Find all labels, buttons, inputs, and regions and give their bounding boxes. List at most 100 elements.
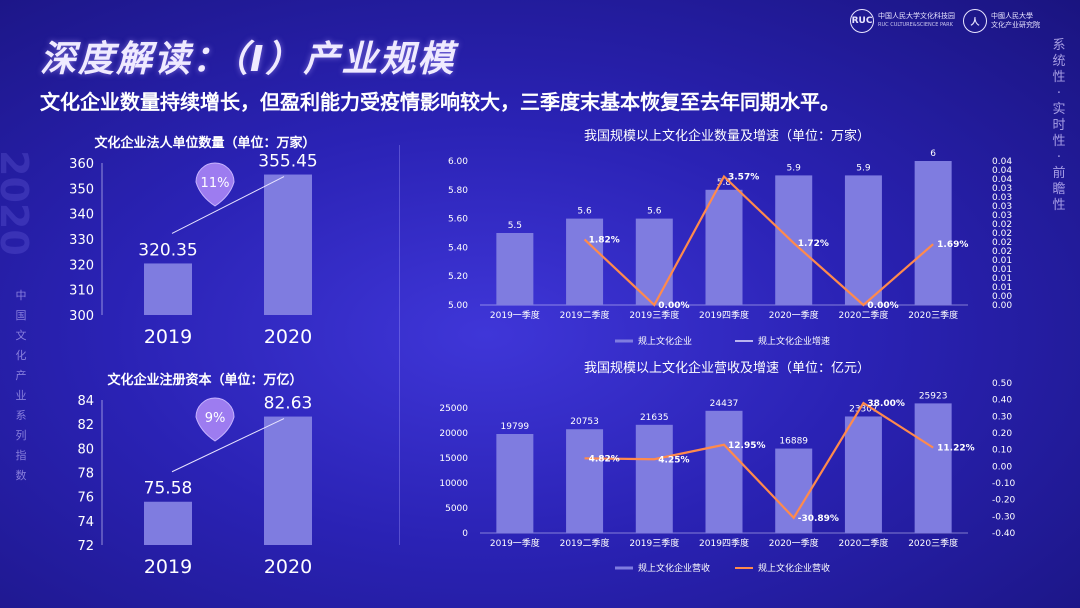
y-tick-label: 78 <box>77 467 94 482</box>
y2-tick-label: -0.40 <box>992 529 1016 539</box>
bar-4 <box>775 175 813 305</box>
legend-line-label: 规上文化企业增速 <box>758 335 830 347</box>
x-tick-label: 2020 <box>264 326 312 348</box>
side-left-char: 指 <box>15 449 27 462</box>
growth-line <box>584 401 934 520</box>
side-left-char: 化 <box>15 349 27 362</box>
y2-tick-label: 0.04 <box>992 166 1012 176</box>
side-right-char: 实 <box>1052 102 1066 117</box>
chart-legal-entities: 文化企业法人单位数量（单位：万家） 300 310 320 330 340 350 360 32… <box>69 135 318 348</box>
bar-value-label: 82.63 <box>264 394 313 414</box>
y2-tick-label: 0.00 <box>992 292 1012 302</box>
side-right-char: 时 <box>1052 118 1066 133</box>
x-tick-label: 2020 <box>264 556 312 578</box>
bar-value-label: 320.35 <box>138 240 197 260</box>
y-tick-label: 25000 <box>439 404 468 414</box>
bar-value-label: 5.9 <box>787 163 802 173</box>
chart-title: 文化企业法人单位数量（单位：万家） <box>94 135 315 151</box>
y2-tick-label: 0.01 <box>992 283 1012 293</box>
y2-tick-label: 0.02 <box>992 247 1012 257</box>
bar-2019 <box>144 263 192 315</box>
x-tick-label: 2020二季度 <box>838 309 888 321</box>
y-tick-label: 82 <box>77 418 94 433</box>
bar-3 <box>705 410 743 533</box>
x-tick-label: 2019四季度 <box>699 537 749 549</box>
x-tick-label: 2020一季度 <box>769 537 819 549</box>
side-series-name: 中国文化产业系列指数 <box>14 286 28 486</box>
side-left-char: 业 <box>15 389 27 402</box>
line-value-label: 0.00% <box>658 301 689 311</box>
y2-tick-label: 0.01 <box>992 274 1012 284</box>
growth-badge-label: 9% <box>205 411 226 426</box>
chart-title: 文化企业注册资本（单位：万亿） <box>107 372 302 388</box>
bar-value-label: 21635 <box>640 413 669 423</box>
x-tick-label: 2019四季度 <box>699 309 749 321</box>
line-value-label: 4.25% <box>658 455 689 465</box>
logo2-cn: 中國人民大學 <box>991 12 1033 20</box>
side-right-char: 瞻 <box>1052 182 1066 197</box>
bar-value-label: 5.5 <box>508 221 522 231</box>
bar-0 <box>496 233 534 305</box>
y2-tick-label: 0.40 <box>992 396 1012 406</box>
bar-value-label: 6 <box>930 149 936 159</box>
logo2-sub: 文化产业研究院 <box>991 21 1040 29</box>
chart-enterprise-count: 我国规模以上文化企业数量及增速（单位：万家） 5.00 5.20 5.40 5.60 5.… <box>448 128 1012 347</box>
y-tick-label: 72 <box>77 539 94 554</box>
chart-title: 我国规模以上文化企业数量及增速（单位：万家） <box>584 128 870 144</box>
line-value-label: 1.82% <box>589 235 620 245</box>
side-right-char: · <box>1056 86 1062 101</box>
y-tick-label: 330 <box>69 233 94 248</box>
y-tick-label: 5.40 <box>448 243 468 253</box>
y2-tick-label: 0.03 <box>992 193 1012 203</box>
x-tick-label: 2019 <box>144 556 192 578</box>
bar-2019 <box>144 501 192 545</box>
y2-tick-label: 0.30 <box>992 412 1012 422</box>
x-tick-label: 2020三季度 <box>908 537 958 549</box>
side-left-char: 中 <box>15 289 27 302</box>
side-right-char: · <box>1056 150 1062 165</box>
y-tick-label: 84 <box>77 394 94 409</box>
divider <box>399 145 400 545</box>
y-tick-label: 0 <box>462 529 468 539</box>
side-right-char: 系 <box>1052 38 1066 53</box>
y2-tick-label: -0.10 <box>992 479 1016 489</box>
y-tick-label: 5.00 <box>448 301 468 311</box>
y2-tick-label: 0.00 <box>992 301 1012 311</box>
bar-value-label: 16889 <box>779 437 808 447</box>
bar-value-label: 355.45 <box>258 152 317 172</box>
y-tick-label: 20000 <box>439 429 468 439</box>
page-title: 深度解读：（Ⅰ）产业规模 <box>40 39 456 80</box>
y-tick-label: 80 <box>77 442 94 457</box>
line-value-label: 3.57% <box>728 172 759 182</box>
logo1-en: RUC CULTURE&SCIENCE PARK <box>878 22 953 28</box>
line-value-label: 12.95% <box>728 441 766 451</box>
bar-6 <box>914 161 952 305</box>
bar-5 <box>844 416 882 533</box>
line-value-label: 11.22% <box>937 444 975 454</box>
y2-tick-label: 0.03 <box>992 211 1012 221</box>
y-tick-label: 5.20 <box>448 272 468 282</box>
side-right-char: 统 <box>1052 54 1066 69</box>
y2-tick-label: 0.01 <box>992 265 1012 275</box>
x-tick-label: 2020三季度 <box>908 309 958 321</box>
y-tick-label: 5.60 <box>448 215 468 225</box>
side-right-char: 性 <box>1052 70 1066 85</box>
side-left-char: 产 <box>15 369 27 382</box>
y2-tick-label: 0.03 <box>992 202 1012 212</box>
bar-2020 <box>264 416 312 545</box>
x-tick-label: 2020二季度 <box>838 537 888 549</box>
ruc-institute-logo: 人 中國人民大學 文化产业研究院 <box>963 9 1040 33</box>
line-value-label: 1.69% <box>937 240 968 250</box>
y-tick-label: 360 <box>69 157 94 172</box>
growth-badge-icon <box>195 162 235 207</box>
bar-2020 <box>264 174 312 315</box>
bar-value-label: 5.6 <box>577 207 592 217</box>
side-right-char: 性 <box>1052 134 1066 149</box>
bar-value-label: 75.58 <box>144 479 193 499</box>
y2-tick-label: 0.04 <box>992 175 1012 185</box>
bar-2 <box>635 218 673 305</box>
bar-value-label: 23307 <box>849 404 878 414</box>
logo1-cn: 中国人民大学文化科技园 <box>878 12 955 20</box>
y2-tick-label: -0.20 <box>992 496 1016 506</box>
y2-tick-label: 0.00 <box>992 462 1012 472</box>
